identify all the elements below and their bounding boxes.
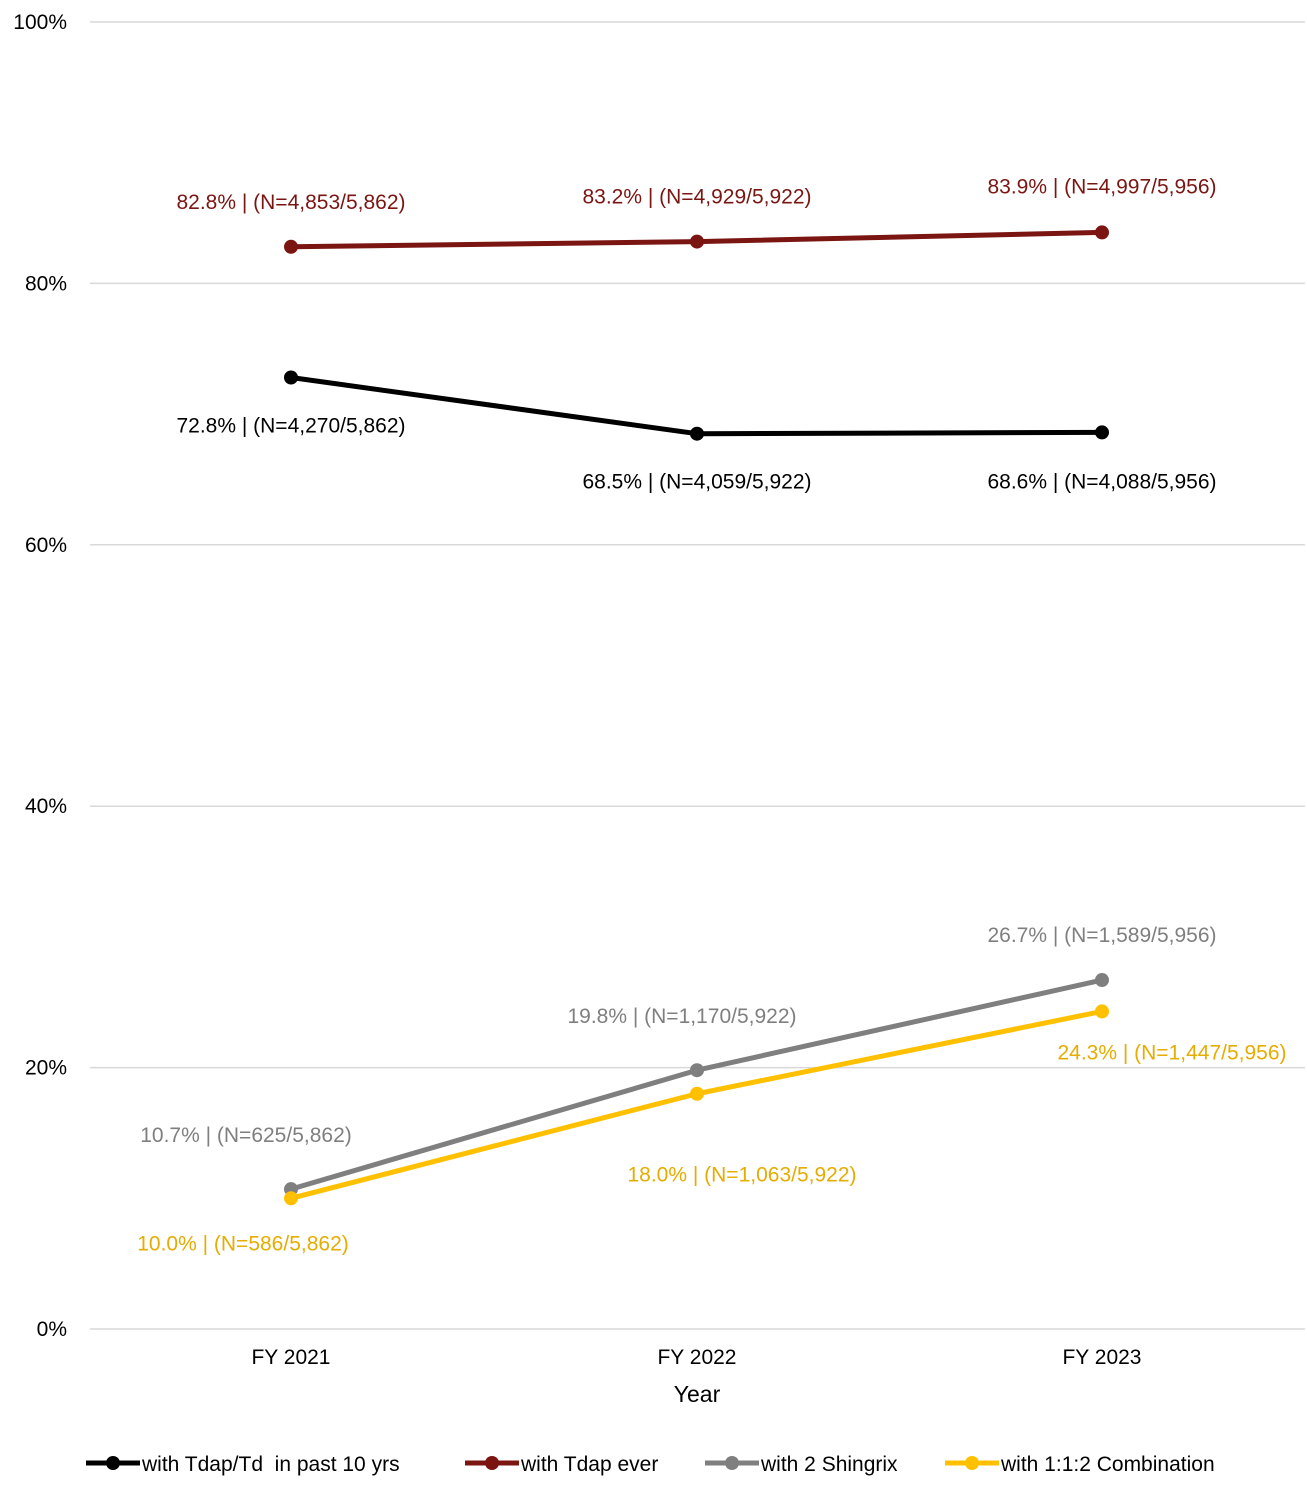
data-point <box>1095 225 1109 240</box>
y-tick-label: 80% <box>25 272 67 295</box>
data-label: 82.8% | (N=4,853/5,862) <box>176 191 405 214</box>
data-label: 24.3% | (N=1,447/5,956) <box>1057 1041 1286 1064</box>
y-tick-label: 60% <box>25 534 67 557</box>
data-label: 19.8% | (N=1,170/5,922) <box>567 1005 796 1028</box>
legend-swatch-marker <box>725 1456 739 1470</box>
y-axis-ticks: 0% 20% 40% 60% 80% 100% <box>13 11 67 1341</box>
data-label: 72.8% | (N=4,270/5,862) <box>176 415 405 438</box>
series-2 <box>284 225 1109 254</box>
legend-label: with 2 Shingrix <box>760 1453 898 1476</box>
y-tick-label: 20% <box>25 1057 67 1080</box>
data-label: 83.2% | (N=4,929/5,922) <box>582 186 811 209</box>
data-point <box>284 239 298 254</box>
x-tick-label: FY 2022 <box>657 1346 736 1369</box>
legend-item: with Tdap ever <box>465 1453 658 1476</box>
x-axis-ticks: FY 2021 FY 2022 FY 2023 <box>251 1346 1141 1369</box>
legend-swatch-marker <box>485 1456 499 1470</box>
data-labels: 72.8% | (N=4,270/5,862) 68.5% | (N=4,059/… <box>137 175 1286 1255</box>
series-4 <box>284 1004 1109 1206</box>
legend-item: with Tdap/Td in past 10 yrs <box>86 1453 400 1476</box>
legend-label: with Tdap/Td in past 10 yrs <box>141 1453 400 1476</box>
data-label: 68.5% | (N=4,059/5,922) <box>582 471 811 494</box>
data-point <box>690 426 704 441</box>
data-point <box>1095 973 1109 988</box>
data-point <box>690 234 704 249</box>
legend-label: with 1:1:2 Combination <box>1000 1453 1215 1476</box>
data-label: 18.0% | (N=1,063/5,922) <box>627 1164 856 1187</box>
legend-swatch-marker <box>106 1456 120 1470</box>
y-tick-label: 40% <box>25 795 67 818</box>
x-axis-title: Year <box>674 1381 721 1407</box>
series-lines <box>284 225 1109 1206</box>
legend-item: with 2 Shingrix <box>705 1453 898 1476</box>
data-label: 10.0% | (N=586/5,862) <box>137 1232 349 1255</box>
legend: with Tdap/Td in past 10 yrs with Tdap eve… <box>86 1453 1215 1476</box>
y-tick-label: 0% <box>37 1318 67 1341</box>
legend-label: with Tdap ever <box>520 1453 658 1476</box>
x-tick-label: FY 2021 <box>251 1346 330 1369</box>
data-label: 83.9% | (N=4,997/5,956) <box>987 175 1216 198</box>
data-point <box>690 1063 704 1078</box>
legend-swatch-marker <box>965 1456 979 1470</box>
legend-item: with 1:1:2 Combination <box>945 1453 1215 1476</box>
data-point <box>284 370 298 385</box>
data-label: 68.6% | (N=4,088/5,956) <box>987 470 1216 493</box>
series-line <box>290 375 1103 437</box>
data-point <box>690 1086 704 1101</box>
y-tick-label: 100% <box>13 11 67 34</box>
gridlines <box>90 21 1305 1330</box>
x-tick-label: FY 2023 <box>1062 1346 1141 1369</box>
series-1 <box>284 370 1109 441</box>
data-point <box>1095 425 1109 440</box>
series-3 <box>284 973 1109 1197</box>
data-label: 26.7% | (N=1,589/5,956) <box>987 924 1216 947</box>
data-label: 10.7% | (N=625/5,862) <box>140 1124 352 1147</box>
data-point <box>284 1191 298 1206</box>
data-point <box>1095 1004 1109 1019</box>
